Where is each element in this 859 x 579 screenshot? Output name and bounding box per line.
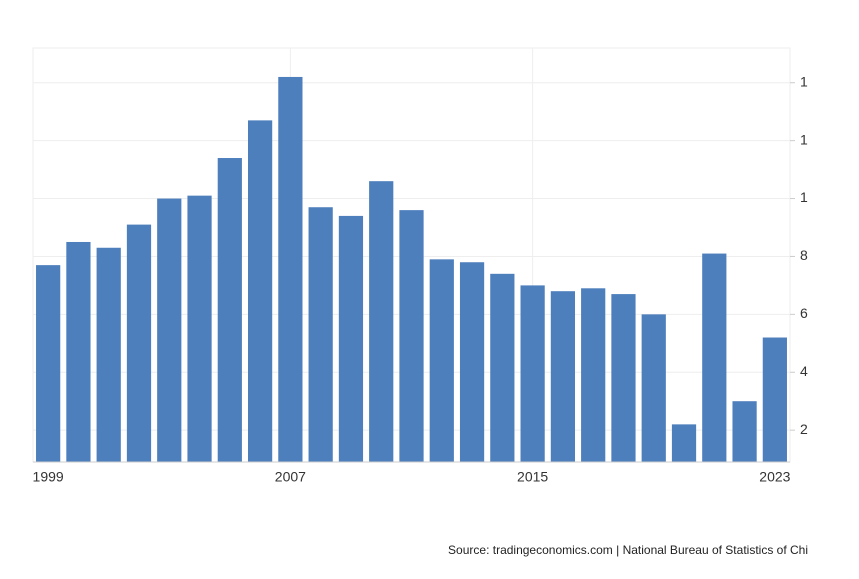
- bar: [338, 215, 364, 462]
- bar: [66, 241, 91, 462]
- bar: [187, 195, 212, 463]
- bar: [550, 291, 576, 462]
- bar: [157, 198, 182, 462]
- x-tick-label: 2023: [759, 469, 790, 485]
- source: Source: tradingeconomics.com | National …: [448, 543, 808, 557]
- y-tick-label: 8: [800, 247, 808, 263]
- bar: [732, 401, 757, 462]
- bar: [126, 224, 152, 462]
- bar: [671, 424, 697, 462]
- y-tick-label: 2: [800, 421, 808, 437]
- y-tick-label: 14: [800, 73, 816, 89]
- bar: [641, 314, 666, 462]
- bar: [278, 76, 303, 462]
- bar: [308, 207, 333, 462]
- bar: [611, 294, 636, 462]
- bar: [36, 265, 61, 462]
- bar: [490, 273, 515, 462]
- bar: [96, 247, 121, 462]
- y-tick-label: 4: [800, 363, 808, 379]
- bar: [762, 337, 787, 462]
- bar: [581, 288, 606, 462]
- bar: [459, 262, 485, 462]
- bar: [217, 158, 242, 463]
- x-tick-label: 1999: [33, 469, 64, 485]
- bar: [369, 181, 394, 463]
- y-tick-label: 6: [800, 305, 808, 321]
- y-tick-label: 10: [800, 189, 816, 205]
- bar: [520, 285, 545, 462]
- bar: [399, 210, 424, 462]
- x-tick-label: 2007: [275, 469, 306, 485]
- x-tick-label: 2015: [517, 469, 548, 485]
- y-tick-label: 12: [800, 131, 816, 147]
- bar: [702, 253, 727, 462]
- bar: [429, 259, 454, 462]
- bar: [247, 120, 273, 462]
